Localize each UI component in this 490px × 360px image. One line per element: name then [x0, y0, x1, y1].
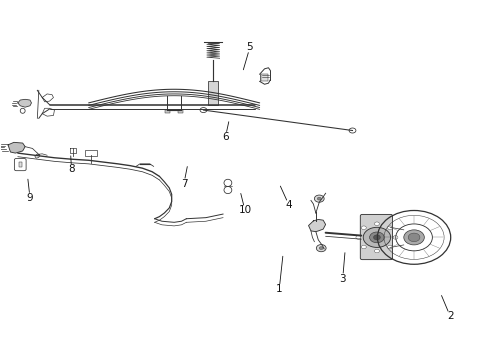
Bar — [19, 162, 22, 167]
FancyBboxPatch shape — [360, 215, 392, 260]
Circle shape — [356, 235, 361, 239]
Bar — [165, 110, 170, 113]
Text: 1: 1 — [276, 284, 283, 294]
Ellipse shape — [224, 186, 232, 194]
Bar — [208, 81, 218, 105]
Circle shape — [404, 230, 424, 245]
Text: 4: 4 — [286, 200, 293, 210]
Text: 10: 10 — [239, 206, 251, 216]
Circle shape — [388, 245, 392, 249]
Text: 8: 8 — [68, 164, 75, 174]
Circle shape — [373, 235, 380, 240]
Polygon shape — [18, 99, 31, 107]
Text: 2: 2 — [447, 311, 454, 321]
Circle shape — [393, 235, 398, 239]
Text: 9: 9 — [26, 193, 33, 203]
Circle shape — [374, 222, 379, 226]
Bar — [261, 74, 269, 81]
Circle shape — [363, 227, 391, 247]
Text: 5: 5 — [246, 42, 253, 52]
Circle shape — [408, 233, 420, 242]
Text: 3: 3 — [340, 274, 346, 284]
Polygon shape — [309, 220, 326, 231]
Bar — [178, 110, 183, 113]
Ellipse shape — [224, 179, 232, 186]
Circle shape — [319, 247, 323, 249]
Circle shape — [315, 195, 324, 202]
Text: 7: 7 — [181, 179, 187, 189]
Circle shape — [317, 244, 326, 252]
Circle shape — [318, 197, 321, 200]
Circle shape — [361, 226, 366, 230]
Bar — [85, 150, 98, 156]
FancyBboxPatch shape — [14, 158, 26, 171]
Circle shape — [388, 226, 392, 230]
Ellipse shape — [20, 108, 25, 113]
Polygon shape — [8, 142, 25, 153]
Circle shape — [374, 249, 379, 253]
Circle shape — [361, 245, 366, 249]
Text: 6: 6 — [222, 132, 229, 142]
Circle shape — [369, 232, 384, 243]
